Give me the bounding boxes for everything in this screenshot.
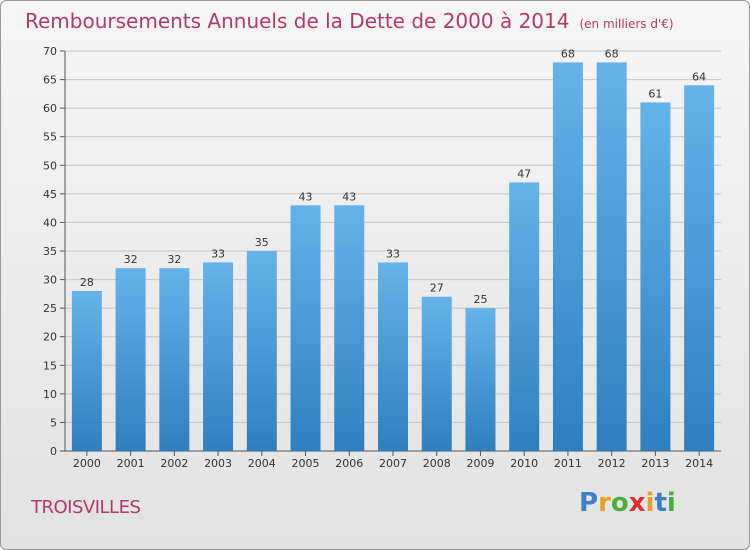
y-tick-label: 15 (43, 359, 57, 372)
x-tick-label: 2001 (117, 457, 145, 470)
bar-value-label: 33 (211, 247, 225, 260)
x-tick-label: 2013 (641, 457, 669, 470)
bars (71, 62, 715, 452)
bar-value-label: 47 (517, 167, 531, 180)
bar-value-label: 64 (692, 70, 706, 83)
logo-letter: i (666, 488, 676, 518)
x-tick-label: 2010 (510, 457, 538, 470)
bar-2000 (71, 291, 102, 451)
y-tick-label: 30 (43, 274, 57, 287)
bar-value-label: 68 (561, 47, 575, 60)
bar-value-label: 32 (124, 253, 138, 266)
logo-letter: i (645, 488, 655, 518)
logo-letter: P (579, 488, 599, 518)
bar-2011 (552, 62, 583, 452)
y-tick-label: 20 (43, 331, 57, 344)
x-tick-label: 2006 (335, 457, 363, 470)
x-tick-label: 2002 (160, 457, 188, 470)
y-tick-label: 5 (50, 416, 57, 429)
x-tick-label: 2008 (423, 457, 451, 470)
bar-value-label: 35 (255, 236, 269, 249)
x-tick-label: 2005 (292, 457, 320, 470)
chart-unit: (en milliers d'€) (579, 17, 674, 31)
y-tick-label: 65 (43, 74, 57, 87)
bar-value-label: 25 (473, 293, 487, 306)
bar-value-label: 32 (167, 253, 181, 266)
x-tick-label: 2003 (204, 457, 232, 470)
bar-2012 (596, 62, 627, 452)
y-tick-label: 40 (43, 216, 57, 229)
y-tick-label: 70 (43, 45, 57, 58)
x-tick-label: 2011 (554, 457, 582, 470)
bar-2013 (640, 102, 671, 451)
logo-letter: t (654, 488, 667, 518)
x-tick-label: 2014 (685, 457, 713, 470)
y-tick-label: 10 (43, 388, 57, 401)
x-tick-label: 2012 (598, 457, 626, 470)
bar-value-label: 68 (605, 47, 619, 60)
bar-2004 (246, 251, 277, 451)
chart-title-text: Remboursements Annuels de la Dette de 20… (25, 9, 570, 33)
bar-value-label: 28 (80, 276, 94, 289)
bar-2014 (684, 85, 715, 452)
bar-2006 (334, 205, 365, 451)
tick-labels: 0 5 10 15 20 25 30 35 40 45 50 55 60 65 70 2000 2001 2002… (43, 45, 713, 470)
x-tick-label: 2000 (73, 457, 101, 470)
logo-letter: x (628, 488, 646, 518)
logo-letter: o (610, 488, 629, 518)
x-tick-label: 2007 (379, 457, 407, 470)
bar-value-label: 43 (342, 190, 356, 203)
bar-2002 (159, 268, 190, 451)
y-tick-label: 50 (43, 159, 57, 172)
bar-2010 (509, 182, 540, 451)
y-tick-label: 45 (43, 188, 57, 201)
bar-value-label: 43 (299, 190, 313, 203)
bar-value-label: 61 (648, 87, 662, 100)
bar-2005 (290, 205, 321, 451)
bar-2009 (465, 308, 496, 451)
proxiti-logo: Proxiti (579, 488, 676, 518)
bar-value-label: 27 (430, 282, 444, 295)
logo-letter: r (598, 488, 611, 518)
bar-2001 (115, 268, 146, 451)
bar-labels: 28 32 32 33 35 43 43 33 27 25 47 68 68 61 64 (80, 47, 706, 306)
commune-name: TROISVILLES (31, 497, 141, 518)
y-tick-label: 60 (43, 102, 57, 115)
y-tick-label: 25 (43, 302, 57, 315)
x-tick-label: 2009 (466, 457, 494, 470)
bar-value-label: 33 (386, 247, 400, 260)
bar-2003 (203, 262, 234, 451)
bar-2008 (421, 296, 452, 451)
y-tick-label: 35 (43, 245, 57, 258)
y-tick-label: 0 (50, 445, 57, 458)
bar-2007 (378, 262, 408, 451)
x-tick-label: 2004 (248, 457, 276, 470)
chart-title: Remboursements Annuels de la Dette de 20… (25, 9, 674, 33)
y-tick-label: 55 (43, 131, 57, 144)
